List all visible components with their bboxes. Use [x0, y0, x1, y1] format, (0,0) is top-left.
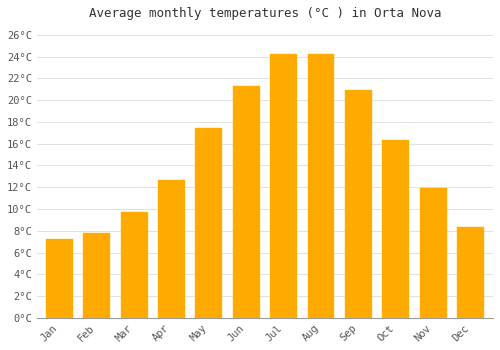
Bar [457, 228, 484, 318]
Bar [270, 54, 297, 318]
Bar [345, 90, 372, 318]
Bar [120, 212, 148, 318]
Bar [308, 54, 334, 318]
Bar [46, 239, 72, 318]
Title: Average monthly temperatures (°C ) in Orta Nova: Average monthly temperatures (°C ) in Or… [88, 7, 441, 20]
Bar [196, 128, 222, 318]
Bar [83, 233, 110, 318]
Bar [233, 86, 260, 318]
Bar [382, 140, 409, 318]
Bar [158, 180, 185, 318]
Bar [420, 188, 446, 318]
